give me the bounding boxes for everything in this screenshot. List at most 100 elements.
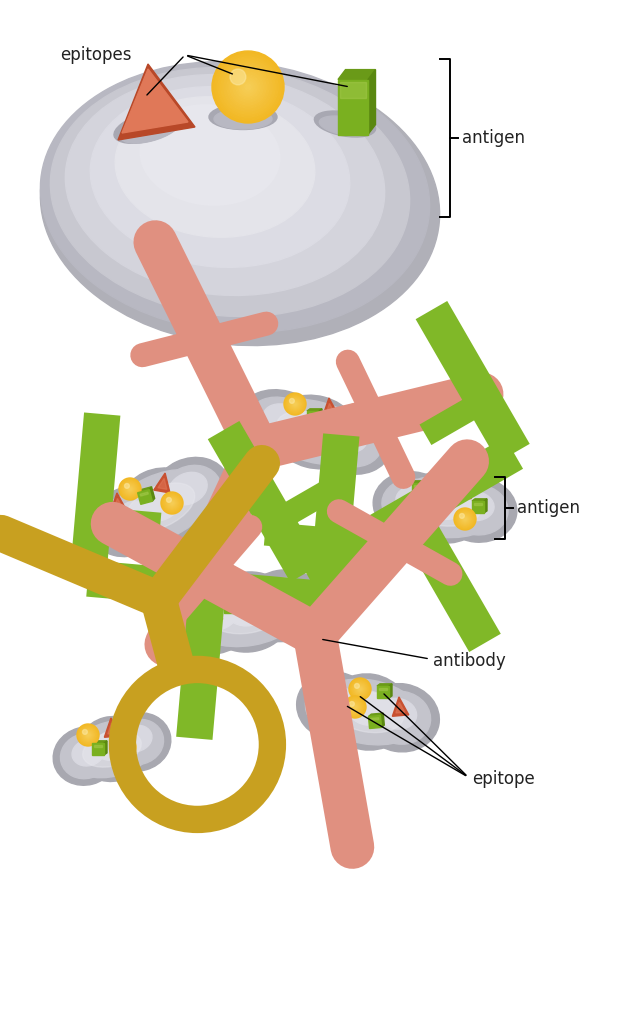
Ellipse shape bbox=[248, 397, 313, 449]
Circle shape bbox=[284, 393, 306, 415]
Polygon shape bbox=[94, 745, 102, 747]
Circle shape bbox=[359, 688, 361, 690]
Circle shape bbox=[125, 484, 129, 489]
Ellipse shape bbox=[120, 725, 152, 752]
Ellipse shape bbox=[280, 404, 350, 460]
Ellipse shape bbox=[203, 572, 293, 652]
Circle shape bbox=[289, 398, 301, 410]
Ellipse shape bbox=[239, 389, 322, 456]
Circle shape bbox=[239, 78, 257, 96]
Circle shape bbox=[454, 508, 476, 530]
Ellipse shape bbox=[258, 398, 372, 465]
Polygon shape bbox=[392, 697, 409, 716]
Circle shape bbox=[211, 591, 220, 600]
Polygon shape bbox=[319, 409, 322, 423]
Circle shape bbox=[128, 487, 132, 491]
Circle shape bbox=[353, 706, 357, 709]
Ellipse shape bbox=[326, 674, 410, 750]
Ellipse shape bbox=[213, 581, 283, 643]
Circle shape bbox=[460, 515, 470, 524]
Ellipse shape bbox=[225, 589, 271, 625]
Circle shape bbox=[464, 518, 466, 520]
Ellipse shape bbox=[95, 731, 129, 760]
Circle shape bbox=[85, 732, 91, 737]
Circle shape bbox=[120, 741, 131, 753]
Ellipse shape bbox=[251, 578, 316, 634]
Circle shape bbox=[164, 496, 179, 510]
Circle shape bbox=[349, 701, 360, 713]
Ellipse shape bbox=[90, 486, 168, 557]
Circle shape bbox=[345, 697, 365, 717]
Circle shape bbox=[170, 501, 174, 505]
Circle shape bbox=[349, 409, 362, 421]
Circle shape bbox=[124, 483, 136, 495]
Circle shape bbox=[236, 75, 260, 99]
Circle shape bbox=[209, 589, 221, 601]
Polygon shape bbox=[414, 485, 422, 487]
Text: epitope: epitope bbox=[472, 770, 535, 788]
Circle shape bbox=[348, 699, 362, 715]
Polygon shape bbox=[104, 740, 107, 755]
Circle shape bbox=[432, 476, 448, 492]
Polygon shape bbox=[309, 413, 317, 415]
Circle shape bbox=[287, 395, 303, 412]
Circle shape bbox=[127, 486, 132, 492]
Circle shape bbox=[259, 606, 265, 612]
Ellipse shape bbox=[409, 488, 481, 526]
Polygon shape bbox=[226, 603, 234, 605]
Circle shape bbox=[78, 725, 98, 745]
Circle shape bbox=[123, 746, 127, 749]
Circle shape bbox=[120, 741, 124, 747]
Circle shape bbox=[429, 473, 451, 495]
Ellipse shape bbox=[277, 411, 353, 453]
Circle shape bbox=[461, 516, 468, 523]
Ellipse shape bbox=[152, 457, 230, 528]
Polygon shape bbox=[121, 750, 138, 769]
Circle shape bbox=[168, 499, 175, 506]
Circle shape bbox=[352, 681, 368, 697]
Circle shape bbox=[224, 63, 272, 111]
Text: antigen: antigen bbox=[517, 499, 580, 517]
Ellipse shape bbox=[335, 683, 401, 741]
Circle shape bbox=[459, 512, 472, 526]
Circle shape bbox=[126, 486, 134, 493]
Circle shape bbox=[353, 683, 367, 695]
Circle shape bbox=[120, 479, 140, 499]
Circle shape bbox=[346, 697, 364, 716]
Ellipse shape bbox=[396, 486, 435, 515]
Ellipse shape bbox=[114, 111, 182, 144]
Ellipse shape bbox=[77, 717, 147, 782]
Ellipse shape bbox=[424, 487, 466, 520]
Ellipse shape bbox=[99, 494, 159, 548]
Polygon shape bbox=[114, 498, 123, 509]
Circle shape bbox=[455, 509, 475, 529]
Polygon shape bbox=[424, 481, 427, 495]
Ellipse shape bbox=[297, 672, 374, 740]
Polygon shape bbox=[323, 397, 339, 417]
Polygon shape bbox=[138, 490, 152, 504]
Circle shape bbox=[114, 736, 136, 758]
Ellipse shape bbox=[317, 416, 382, 467]
Polygon shape bbox=[206, 600, 223, 619]
Circle shape bbox=[345, 405, 365, 425]
Ellipse shape bbox=[382, 479, 442, 529]
Polygon shape bbox=[472, 499, 487, 501]
Circle shape bbox=[435, 479, 445, 490]
Circle shape bbox=[355, 684, 359, 688]
Polygon shape bbox=[371, 718, 379, 720]
Circle shape bbox=[122, 481, 138, 497]
Circle shape bbox=[162, 493, 182, 514]
Polygon shape bbox=[335, 687, 344, 698]
Circle shape bbox=[351, 680, 369, 698]
Ellipse shape bbox=[127, 477, 193, 537]
Polygon shape bbox=[224, 601, 236, 613]
Polygon shape bbox=[149, 487, 155, 501]
Circle shape bbox=[204, 584, 226, 606]
Polygon shape bbox=[379, 688, 387, 690]
Circle shape bbox=[161, 492, 183, 514]
Circle shape bbox=[287, 396, 302, 412]
Ellipse shape bbox=[108, 469, 212, 544]
Ellipse shape bbox=[125, 483, 195, 531]
Circle shape bbox=[122, 745, 128, 750]
Polygon shape bbox=[158, 479, 167, 489]
